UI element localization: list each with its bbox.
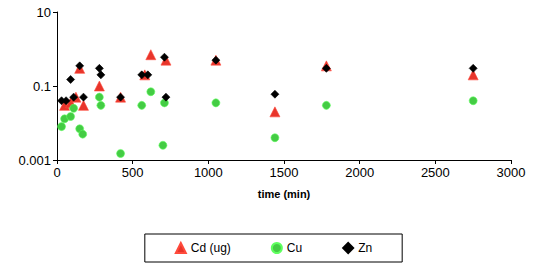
svg-text:2500: 2500 [421,165,450,180]
svg-text:2000: 2000 [345,165,374,180]
svg-text:0.001: 0.001 [18,153,51,168]
svg-text:0: 0 [53,165,60,180]
svg-text:0.1: 0.1 [33,79,51,94]
svg-text:500: 500 [122,165,144,180]
svg-text:time (min): time (min) [258,188,311,200]
svg-text:Zn: Zn [358,241,372,255]
svg-text:Cd (ug): Cd (ug) [191,241,231,255]
svg-text:1500: 1500 [270,165,299,180]
svg-text:10: 10 [37,5,51,20]
svg-text:Cu: Cu [287,241,302,255]
svg-text:3000: 3000 [497,165,526,180]
svg-text:1000: 1000 [194,165,223,180]
